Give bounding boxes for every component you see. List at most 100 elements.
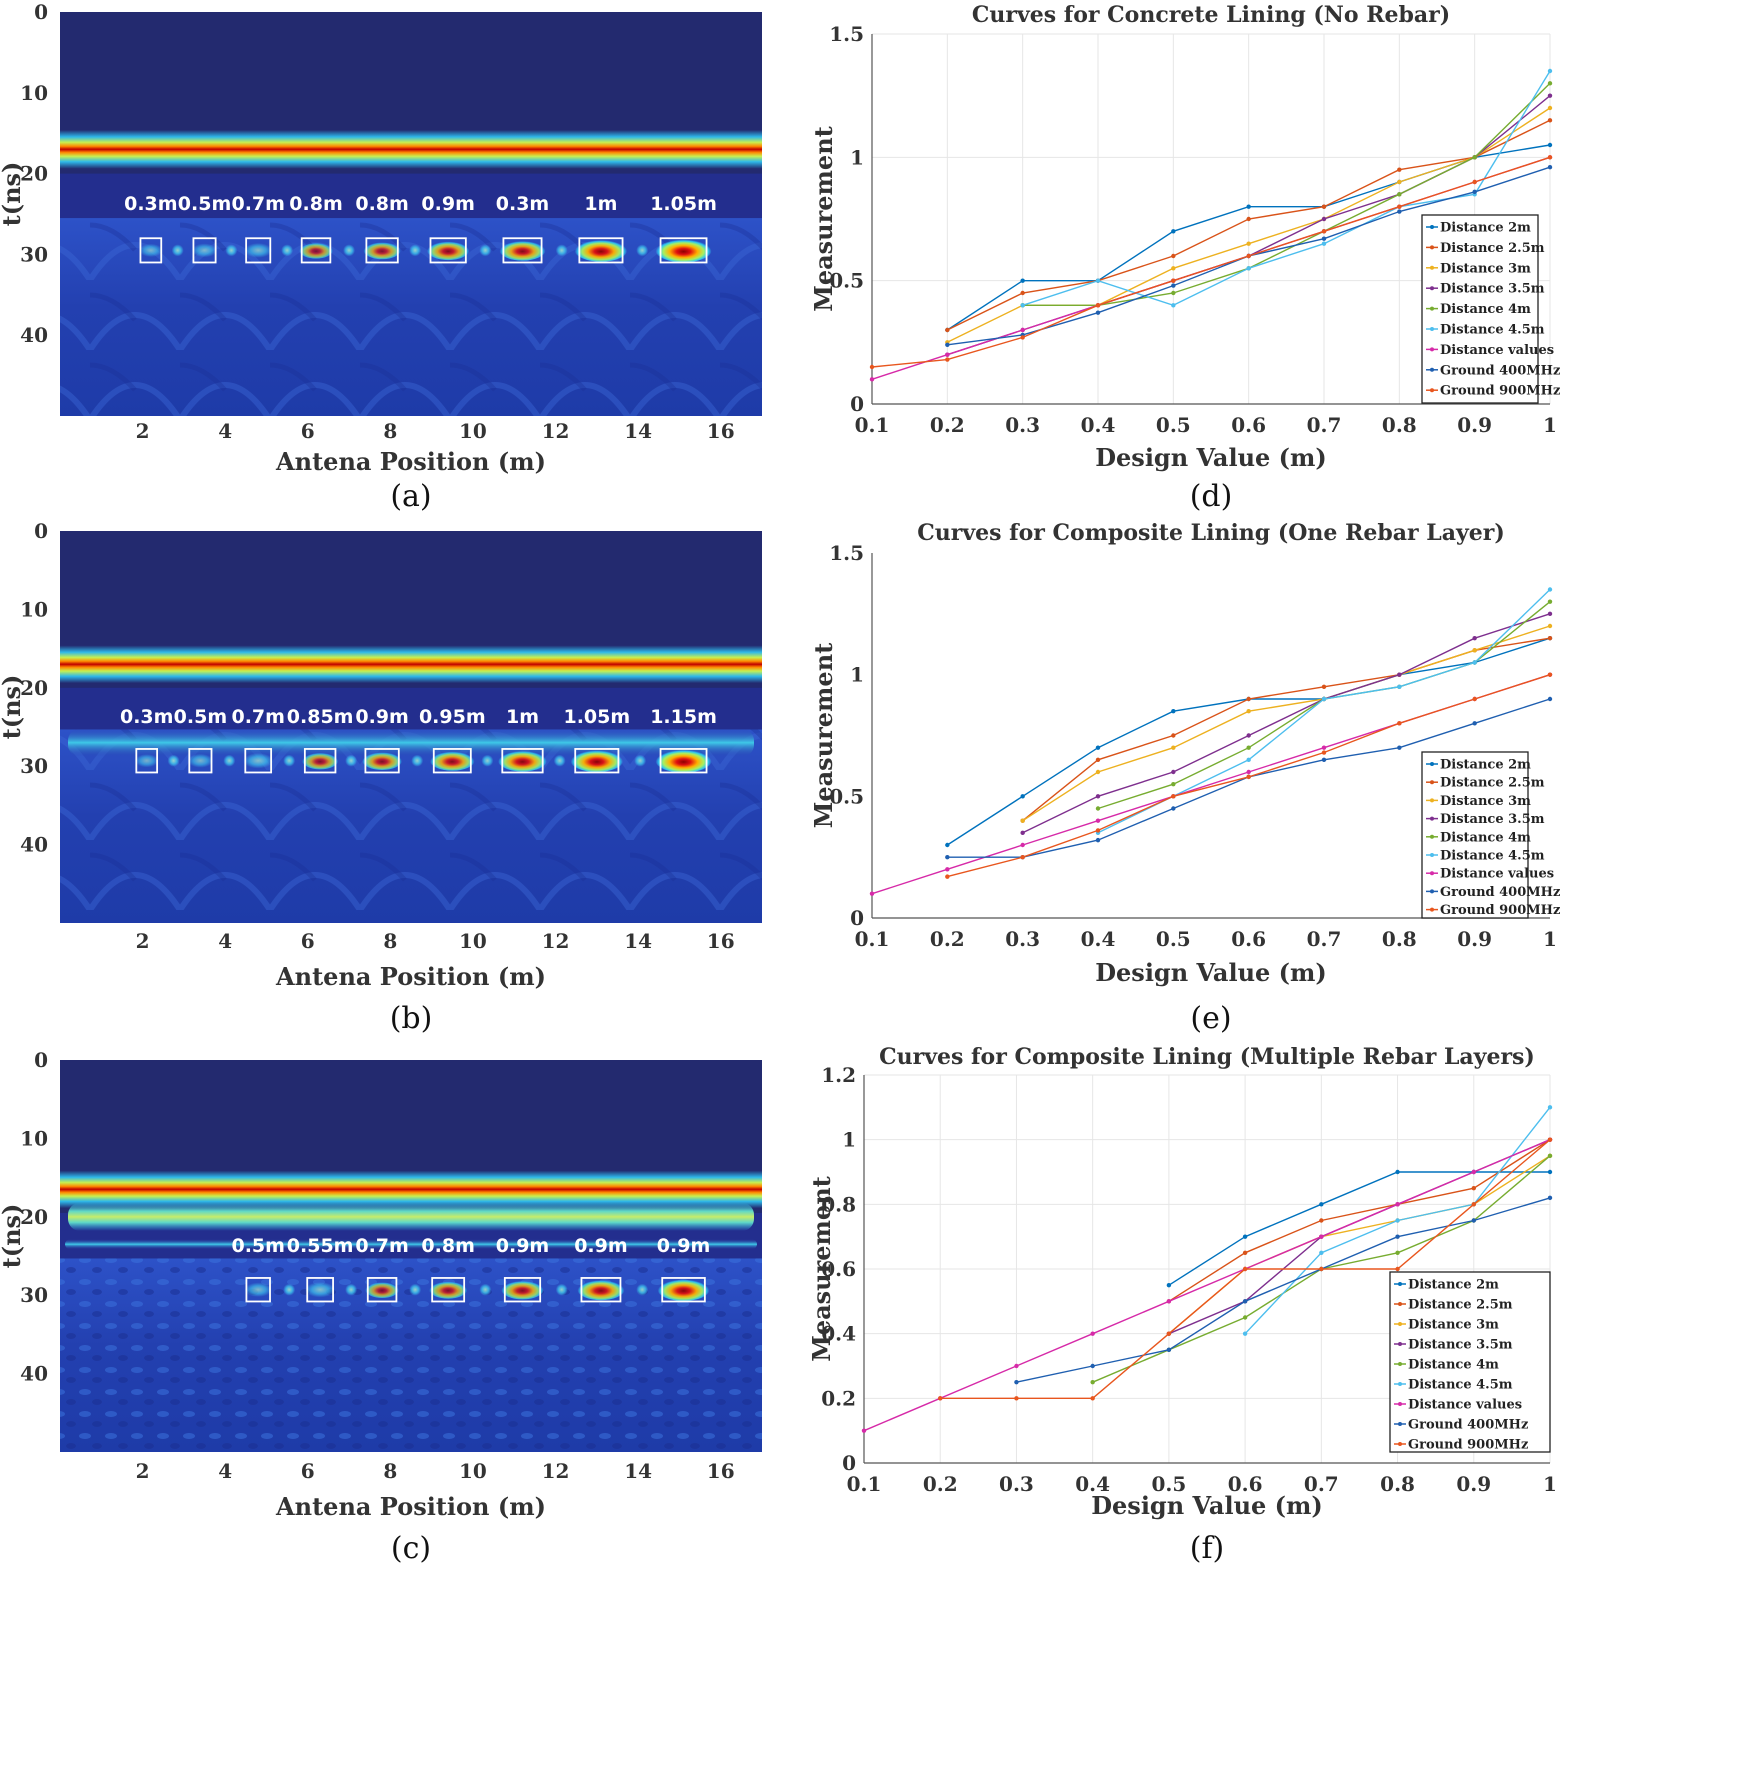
data-point (869, 364, 875, 370)
x-axis-label: Design Value (m) (1091, 1491, 1323, 1520)
target-box (245, 1277, 271, 1303)
inter-target-reflection (555, 1283, 568, 1296)
target-box (432, 748, 472, 774)
gpr-panel-c: 0.5m 0.55m 0.7m 0.8m 0.9m 0.9m 0.9m 0 10 20 30 40 2 4… (0, 1048, 762, 1566)
data-point (1166, 1331, 1172, 1336)
data-point (1547, 93, 1553, 98)
target-reflection (244, 1282, 272, 1297)
data-point (1095, 769, 1101, 775)
legend-marker (1430, 871, 1434, 876)
data-point (1166, 1299, 1172, 1304)
data-point (1246, 204, 1251, 209)
x-tick-label: 0.8 (1382, 927, 1417, 951)
data-point (1547, 118, 1553, 123)
data-point (1246, 733, 1251, 738)
inter-target-reflection (411, 754, 424, 767)
data-point (1397, 209, 1402, 214)
target-box (431, 1277, 466, 1303)
x-tick-label: 0.5 (1151, 1472, 1186, 1496)
radargram-transition (60, 687, 762, 730)
y-tick-label: 1 (850, 145, 864, 169)
y-axis-label: Measurement (809, 643, 838, 828)
target-label: 0.7m (231, 706, 284, 728)
inter-target-reflection (481, 754, 494, 767)
x-tick-label: 6 (301, 929, 315, 953)
data-point (1321, 236, 1327, 241)
data-point (1020, 327, 1025, 333)
target-label: 0.95m (419, 706, 486, 728)
inter-target-reflection (281, 244, 294, 257)
y-tick-label: 1.2 (821, 1063, 856, 1087)
target-reflection (574, 238, 628, 262)
data-point (1242, 1234, 1248, 1239)
panel-caption: (c) (391, 1531, 431, 1566)
inter-target-reflection (345, 1283, 358, 1296)
x-tick-label: 10 (459, 929, 487, 953)
legend-label: Distance 3.5m (1440, 282, 1545, 297)
data-point (869, 891, 875, 896)
data-point (938, 1396, 943, 1401)
target-box (429, 237, 467, 264)
target-label: 0.55m (287, 1235, 354, 1257)
legend-marker (1430, 245, 1434, 250)
inter-target-reflection (479, 1283, 492, 1296)
data-point (1020, 290, 1025, 296)
target-reflection (244, 243, 273, 258)
data-point (1095, 794, 1101, 799)
target-reflection (302, 752, 339, 770)
y-axis-label: Measurement (807, 1176, 836, 1361)
x-tick-label: 4 (218, 929, 232, 953)
inter-target-reflection (636, 1283, 649, 1296)
data-point (1095, 745, 1101, 750)
x-tick-label: 0.6 (1231, 413, 1266, 437)
data-point (1095, 806, 1101, 811)
x-tick-label: 0.3 (1005, 413, 1040, 437)
legend-marker (1398, 1302, 1402, 1306)
legend-label: Ground 400MHz (1440, 885, 1560, 900)
target-label: 1.05m (650, 193, 717, 215)
data-point (1171, 266, 1176, 271)
data-point (1246, 241, 1251, 246)
x-tick-label: 12 (542, 1459, 570, 1483)
data-point (1020, 794, 1025, 799)
legend-label: Ground 900MHz (1408, 1438, 1528, 1453)
target-label: 0.9m (657, 1235, 710, 1257)
panel-caption: (d) (1190, 479, 1233, 514)
data-point (1547, 81, 1553, 86)
inter-target-reflection (283, 1283, 296, 1296)
gpr-panels: 0.3m 0.5m 0.7m 0.8m 0.8m 0.9m 0.3m 1m 1.05m01020… (0, 0, 762, 1566)
target-reflection (427, 240, 470, 261)
data-point (945, 357, 950, 362)
series-line (1168, 1171, 1550, 1286)
data-point (1242, 1266, 1248, 1272)
inter-target-reflection (409, 244, 422, 257)
data-point (1321, 684, 1327, 690)
data-point (1395, 1266, 1400, 1272)
data-point (1246, 708, 1251, 714)
data-point (1397, 672, 1402, 677)
series-line (1022, 82, 1551, 306)
chart-title: Curves for Concrete Lining (No Rebar) (972, 2, 1450, 28)
y-axis-label: t(ns) (0, 675, 26, 740)
x-tick-label: 8 (383, 1459, 397, 1483)
y-tick-label: 30 (20, 1283, 48, 1307)
target-label: 1.15m (650, 706, 717, 728)
series-line (1022, 625, 1551, 822)
legend-label: Distance 3.5m (1440, 812, 1545, 827)
x-axis-label: Design Value (m) (1095, 443, 1327, 472)
legend-marker (1430, 798, 1434, 803)
data-point (1171, 781, 1176, 787)
data-point (1471, 1169, 1476, 1175)
x-axis-label: Antena Position (m) (275, 1492, 546, 1521)
target-reflection (498, 749, 547, 772)
target-box (139, 237, 163, 264)
inter-target-reflection (171, 244, 184, 257)
target-reflection (499, 240, 546, 261)
legend-label: Distance 4.5m (1440, 849, 1545, 864)
y-tick-label: 0.2 (821, 1386, 856, 1410)
y-tick-label: 30 (20, 754, 48, 778)
x-tick-label: 2 (136, 1459, 150, 1483)
legend-label: Distance 3m (1440, 794, 1531, 809)
series-ground-900mhz (938, 1137, 1553, 1401)
data-point (1472, 635, 1477, 641)
